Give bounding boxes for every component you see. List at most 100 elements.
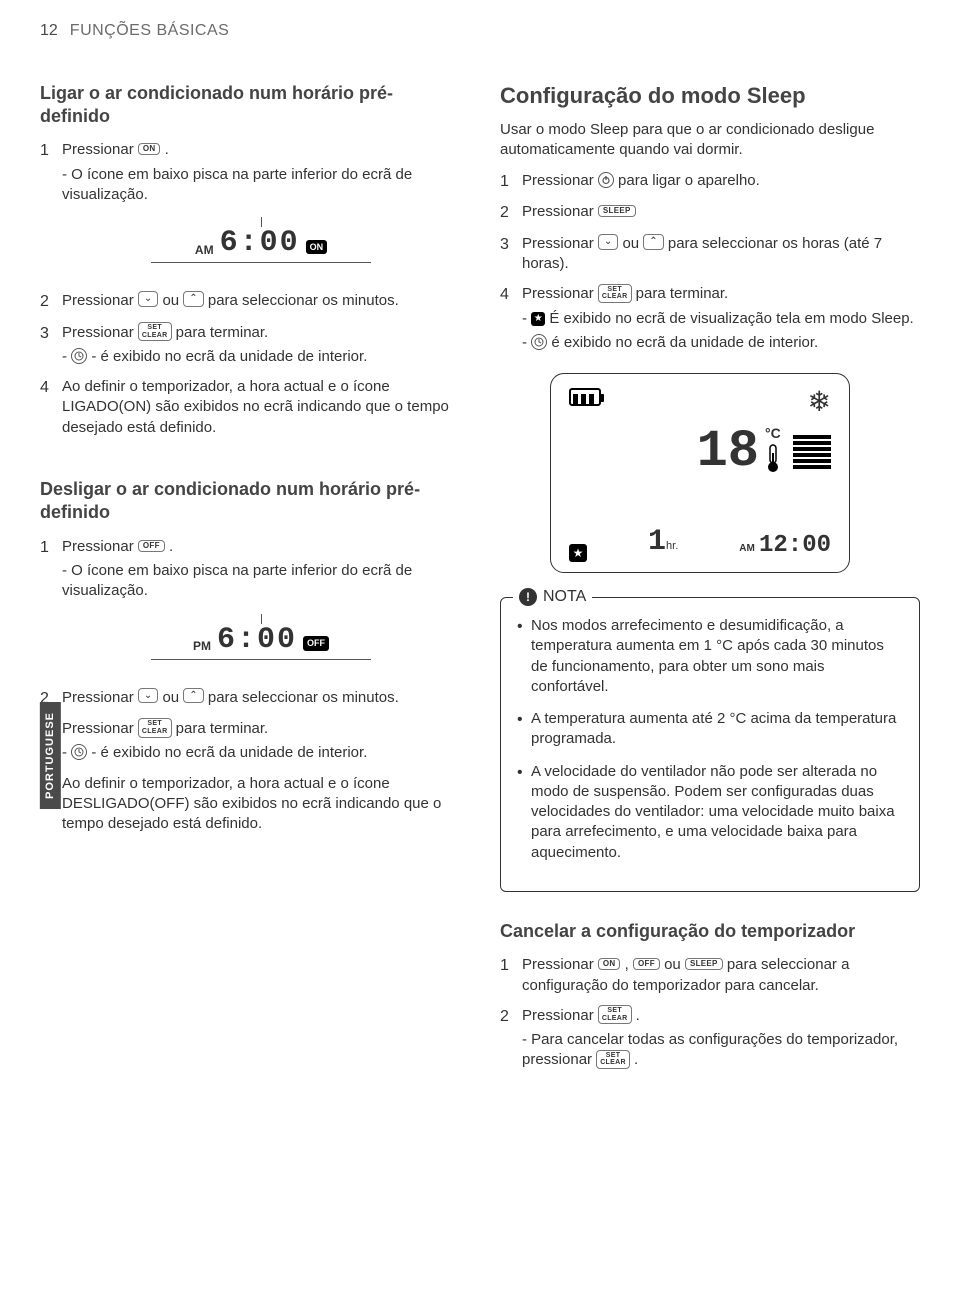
sleep-steps: 1 Pressionar para ligar o aparelho. 2 Pr… xyxy=(500,171,920,353)
step-num: 3 xyxy=(40,323,62,368)
ampm: PM xyxy=(193,638,211,654)
lcd-top: ❄ xyxy=(569,388,831,416)
clock-icon xyxy=(531,334,547,350)
on-tag: ON xyxy=(306,240,328,254)
step-num: 1 xyxy=(500,955,522,996)
time: 6:00 xyxy=(217,625,297,655)
step-num: 3 xyxy=(500,234,522,275)
text: Pressionar xyxy=(522,172,598,189)
down-button-icon: ⌄ xyxy=(138,291,158,307)
page-number: 12 xyxy=(40,20,58,42)
text: para terminar. xyxy=(176,324,269,341)
temp-meta: °C xyxy=(765,424,781,479)
text: ou xyxy=(162,292,183,309)
step-num: 4 xyxy=(40,377,62,438)
time: 12:00 xyxy=(759,532,831,559)
text: . xyxy=(634,1051,638,1068)
star-icon: ★ xyxy=(531,312,545,326)
clock-icon xyxy=(71,744,87,760)
nota-label: NOTA xyxy=(543,586,586,608)
text: . xyxy=(636,1007,640,1024)
temp-value: 18 xyxy=(697,426,759,478)
substep: - é exibido no ecrã da unidade de interi… xyxy=(522,333,920,353)
sleep-button-icon: SLEEP xyxy=(598,205,636,217)
off-button-icon: OFF xyxy=(138,540,165,552)
off-tag: OFF xyxy=(303,636,329,650)
info-icon: ! xyxy=(519,588,537,606)
temp-unit: °C xyxy=(765,424,781,443)
star-icon: ★ xyxy=(569,544,587,562)
left-column: PORTUGUESE Ligar o ar condicionado num h… xyxy=(40,82,460,1091)
step-body: Pressionar OFF . - O ícone em baixo pisc… xyxy=(62,537,460,678)
up-button-icon: ⌃ xyxy=(643,234,663,250)
text: Pressionar xyxy=(62,141,138,158)
text: Pressionar xyxy=(522,1007,598,1024)
step-body: Pressionar SETCLEAR para terminar. - ★ É… xyxy=(522,284,920,353)
on-button-icon: ON xyxy=(598,958,621,970)
hr-block: 1hr. xyxy=(648,522,678,563)
section-title: FUNÇÕES BÁSICAS xyxy=(70,20,230,42)
nota-item: A velocidade do ventilador não pode ser … xyxy=(517,762,903,863)
down-button-icon: ⌄ xyxy=(598,234,618,250)
battery-icon xyxy=(569,388,601,406)
set-clear-button-icon: SETCLEAR xyxy=(596,1050,630,1069)
right-column: Configuração do modo Sleep Usar o modo S… xyxy=(500,82,920,1091)
ampm: AM xyxy=(195,242,214,258)
text: Pressionar xyxy=(62,292,138,309)
nota-box: ! NOTA Nos modos arrefecimento e desumid… xyxy=(500,597,920,892)
text: para seleccionar os minutos. xyxy=(208,689,399,706)
text: Pressionar xyxy=(62,324,138,341)
step-body: Pressionar ⌄ ou ⌃ para seleccionar os ho… xyxy=(522,234,920,275)
text: , xyxy=(625,956,633,973)
text: Pressionar xyxy=(522,235,598,252)
set-clear-button-icon: SETCLEAR xyxy=(138,322,172,341)
turn-off-steps: 1 Pressionar OFF . - O ícone em baixo pi… xyxy=(40,537,460,835)
text: Pressionar xyxy=(62,720,138,737)
hr-value: 1 xyxy=(648,525,666,559)
nota-list: Nos modos arrefecimento e desumidificaçã… xyxy=(517,616,903,863)
turn-on-title: Ligar o ar condicionado num horário pré-… xyxy=(40,82,460,129)
text: para terminar. xyxy=(636,285,729,302)
text: Pressionar xyxy=(62,689,138,706)
content-columns: PORTUGUESE Ligar o ar condicionado num h… xyxy=(40,82,920,1091)
display-on: AM 6:00 ON xyxy=(151,217,371,263)
display-off: PM 6:00 OFF xyxy=(151,614,371,660)
step-body: Pressionar SETCLEAR . - Para cancelar to… xyxy=(522,1006,920,1071)
turn-on-steps: 1 Pressionar ON . - O ícone em baixo pis… xyxy=(40,140,460,438)
step-num: 4 xyxy=(500,284,522,353)
text: Pressionar xyxy=(522,203,598,220)
down-button-icon: ⌄ xyxy=(138,688,158,704)
text: É exibido no ecrã de visualização tela e… xyxy=(545,310,914,327)
substep: - O ícone em baixo pisca na parte inferi… xyxy=(62,165,460,206)
sleep-button-icon: SLEEP xyxy=(685,958,723,970)
off-button-icon: OFF xyxy=(633,958,660,970)
time: 6:00 xyxy=(220,228,300,258)
up-button-icon: ⌃ xyxy=(183,291,203,307)
cancel-steps: 1 Pressionar ON , OFF ou SLEEP para sele… xyxy=(500,955,920,1070)
nota-title: ! NOTA xyxy=(513,586,592,608)
text: . xyxy=(165,141,169,158)
step-body: Pressionar SLEEP xyxy=(522,202,920,224)
step-num: 1 xyxy=(500,171,522,193)
text: Pressionar xyxy=(522,956,598,973)
text: Pressionar xyxy=(62,538,138,555)
power-icon xyxy=(598,172,614,188)
snowflake-icon: ❄ xyxy=(808,388,831,416)
set-clear-button-icon: SETCLEAR xyxy=(598,284,632,303)
thermometer-icon xyxy=(765,443,781,473)
set-clear-button-icon: SETCLEAR xyxy=(138,718,172,737)
step-num: 1 xyxy=(40,537,62,678)
lcd-display: ❄ 18 °C ★ 1hr. AM 12:00 xyxy=(550,373,850,573)
text: para terminar. xyxy=(176,720,269,737)
turn-off-title: Desligar o ar condicionado num horário p… xyxy=(40,478,460,525)
text: para ligar o aparelho. xyxy=(618,172,760,189)
text: . xyxy=(169,538,173,555)
step-num: 2 xyxy=(40,291,62,313)
page-header: 12 FUNÇÕES BÁSICAS xyxy=(40,20,920,42)
step-body: Pressionar SETCLEAR para terminar. - - é… xyxy=(62,719,460,764)
substep: - O ícone em baixo pisca na parte inferi… xyxy=(62,561,460,602)
set-clear-button-icon: SETCLEAR xyxy=(598,1005,632,1024)
on-button-icon: ON xyxy=(138,143,161,155)
step-body: Pressionar SETCLEAR para terminar. - - é… xyxy=(62,323,460,368)
step-body: Pressionar ⌄ ou ⌃ para seleccionar os mi… xyxy=(62,291,460,313)
